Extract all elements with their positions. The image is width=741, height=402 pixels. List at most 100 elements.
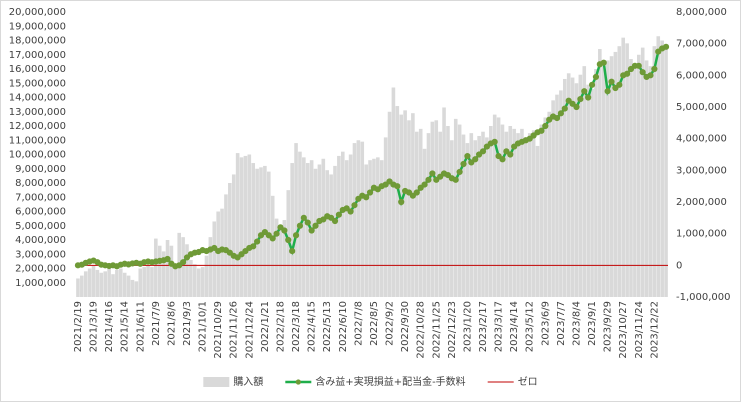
- bar: [605, 60, 610, 298]
- bar: [547, 111, 552, 297]
- bar: [411, 113, 415, 297]
- bar: [481, 131, 485, 297]
- x-tick-label: 2021/5/14: [120, 301, 131, 352]
- bar: [317, 164, 322, 297]
- bar: [333, 165, 337, 297]
- marker: [331, 217, 339, 225]
- y-tick-label: 13,000,000: [9, 107, 66, 118]
- bar: [255, 168, 259, 297]
- bar: [216, 211, 220, 297]
- x-tick-label: 2023/9/29: [603, 301, 614, 352]
- marker: [452, 176, 459, 183]
- y-tick-label: 14,000,000: [9, 93, 66, 104]
- marker: [561, 105, 568, 112]
- x-tick-label: 2022/9/2: [385, 301, 396, 346]
- bar: [340, 151, 345, 297]
- bar: [434, 120, 439, 297]
- bar: [617, 46, 622, 298]
- marker: [211, 244, 218, 252]
- bar: [438, 131, 442, 297]
- x-tick-label: 2022/12/23: [447, 301, 458, 359]
- bar: [196, 268, 201, 297]
- bar: [422, 148, 427, 297]
- x-tick-label: 2022/8/5: [369, 301, 380, 346]
- marker: [491, 138, 498, 145]
- bar: [274, 218, 279, 297]
- bar: [640, 47, 645, 297]
- bar: [290, 163, 294, 297]
- bar: [629, 59, 633, 298]
- legend-label: 含み益+実現損益+配当金-手数料: [315, 375, 465, 388]
- marker: [320, 216, 327, 223]
- marker: [351, 202, 358, 209]
- bar: [189, 259, 193, 297]
- bar: [391, 87, 396, 298]
- y-tick-label: 17,000,000: [9, 50, 66, 61]
- marker: [616, 81, 623, 88]
- x-tick-label: 2022/9/30: [400, 301, 411, 352]
- marker: [608, 78, 615, 85]
- y-tick-label: 7,000,000: [15, 192, 66, 203]
- y-tick-label: 6,000,000: [15, 207, 66, 218]
- y2-tick-label: 0: [676, 260, 682, 271]
- y-tick-label: 10,000,000: [9, 150, 66, 161]
- marker: [604, 88, 611, 95]
- marker: [312, 222, 319, 229]
- bar: [379, 160, 384, 297]
- bar: [305, 163, 310, 297]
- marker: [483, 143, 490, 150]
- bar: [485, 137, 489, 297]
- marker: [254, 238, 261, 245]
- x-tick-label: 2021/7/9: [151, 301, 162, 346]
- bar: [99, 272, 104, 297]
- bar: [403, 110, 407, 297]
- marker: [639, 69, 646, 76]
- bar: [383, 137, 388, 297]
- bar: [154, 238, 158, 297]
- x-tick-label: 2023/7/7: [556, 301, 567, 346]
- bar: [613, 51, 618, 298]
- bar: [527, 133, 532, 297]
- y2-tick-label: 5,000,000: [676, 102, 727, 113]
- marker: [421, 181, 428, 188]
- bar: [337, 155, 341, 297]
- y-tick-label: 15,000,000: [9, 78, 66, 89]
- y-tick-label: 4,000,000: [15, 235, 66, 246]
- marker: [557, 110, 564, 117]
- bar: [586, 84, 590, 297]
- marker: [308, 227, 315, 234]
- y2-tick-label: 3,000,000: [676, 165, 727, 176]
- marker: [257, 232, 265, 239]
- bar: [364, 164, 368, 297]
- marker: [472, 156, 479, 163]
- bar: [235, 153, 240, 297]
- y2-tick-label: 6,000,000: [676, 70, 727, 81]
- bar: [387, 111, 392, 297]
- bar: [103, 271, 108, 297]
- x-tick-label: 2023/9/1: [587, 301, 598, 346]
- marker: [226, 249, 233, 256]
- bar: [414, 131, 419, 297]
- bar: [161, 251, 166, 297]
- bar: [636, 54, 641, 297]
- bar: [535, 145, 540, 297]
- bar: [512, 128, 516, 297]
- marker: [328, 214, 335, 221]
- bar: [134, 281, 139, 297]
- bar: [399, 114, 404, 297]
- marker: [542, 122, 549, 130]
- bar: [348, 154, 353, 297]
- marker: [553, 114, 561, 122]
- bar: [111, 274, 115, 297]
- bar: [477, 135, 481, 297]
- markers: [74, 43, 670, 270]
- marker: [304, 219, 311, 226]
- bar: [181, 237, 185, 297]
- marker: [277, 224, 284, 231]
- x-tick-label: 2021/2/19: [73, 301, 84, 352]
- legend: 購入額 含み益+実現損益+配当金-手数料 ゼロ: [203, 375, 538, 388]
- x-tick-label: 2022/10/28: [416, 301, 427, 359]
- bar: [430, 121, 435, 297]
- marker: [588, 81, 596, 88]
- x-tick-label: 2023/6/9: [540, 301, 551, 346]
